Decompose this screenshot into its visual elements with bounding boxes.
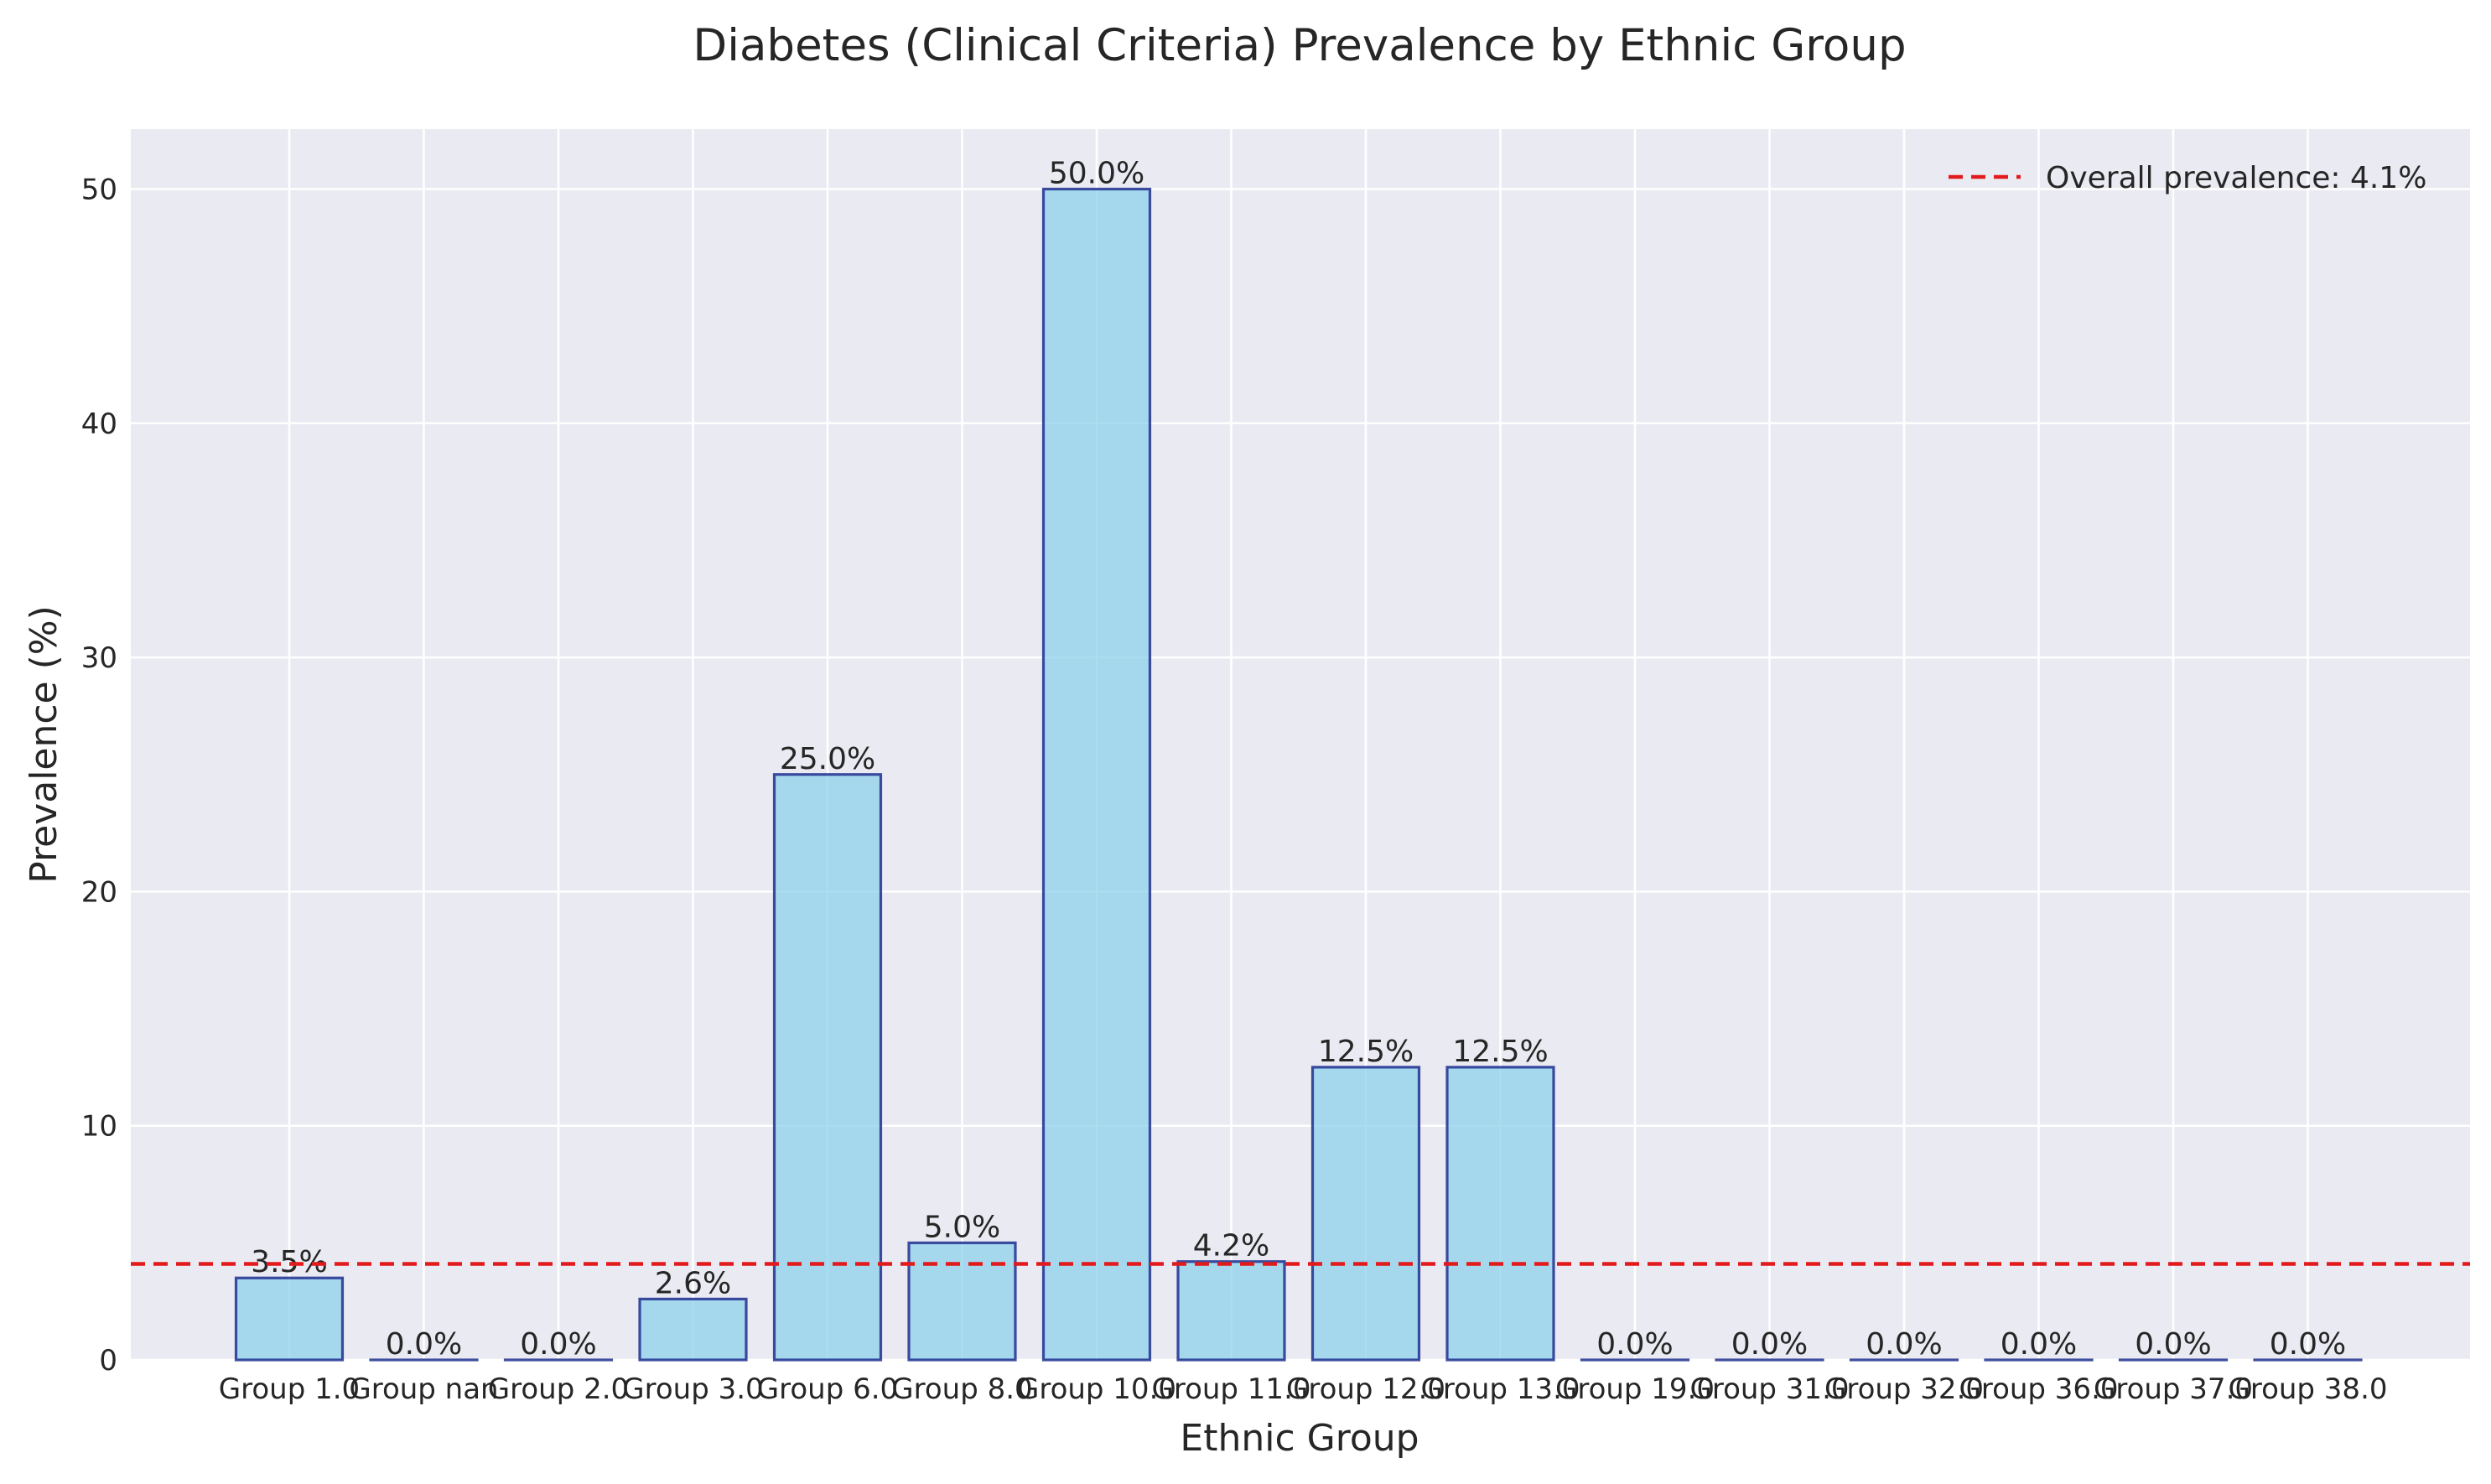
bar bbox=[1176, 1260, 1286, 1362]
bar-value-label: 0.0% bbox=[2135, 1327, 2211, 1362]
y-tick-label: 50 bbox=[81, 174, 117, 207]
bar bbox=[1041, 187, 1152, 1362]
bar-value-label: 5.0% bbox=[924, 1210, 1000, 1244]
bar-value-labels: 3.5%0.0% 0.0%2.6%25.0%5.0%50.0%4.2%12.5% 1… bbox=[251, 157, 2346, 1362]
bar-value-label: 2.6% bbox=[655, 1266, 731, 1300]
y-tick-label: 0 bbox=[99, 1344, 117, 1378]
x-tick-label: Group 37.0 bbox=[2094, 1372, 2253, 1406]
y-tick-label: 20 bbox=[81, 875, 117, 909]
y-tick-label: 40 bbox=[81, 407, 117, 441]
bar-value-label: 12.5% bbox=[1452, 1035, 1548, 1069]
x-tick-label: Group nan bbox=[349, 1372, 498, 1406]
x-tick-label: Group 2.0 bbox=[488, 1372, 629, 1406]
x-tick-label: Group 1.0 bbox=[219, 1372, 360, 1406]
y-tick-labels: 0 10 20 30 40 50 bbox=[81, 174, 117, 1378]
bar-value-label: 0.0% bbox=[2001, 1327, 2077, 1362]
legend: Overall prevalence: 4.1% bbox=[1949, 161, 2426, 195]
bar-value-label: 25.0% bbox=[780, 742, 875, 776]
bar bbox=[1445, 1066, 1555, 1362]
bar bbox=[772, 773, 883, 1362]
y-tick-label: 30 bbox=[81, 641, 117, 675]
x-tick-label: Group 6.0 bbox=[757, 1372, 898, 1406]
y-tick-label: 10 bbox=[81, 1110, 117, 1144]
bar-value-label: 0.0% bbox=[520, 1327, 596, 1362]
x-tick-label: Group 19.0 bbox=[1555, 1372, 1715, 1406]
bar bbox=[234, 1276, 345, 1362]
bar-value-label: 50.0% bbox=[1049, 157, 1144, 191]
legend-label: Overall prevalence: 4.1% bbox=[2046, 161, 2426, 195]
x-tick-label: Group 10.0 bbox=[1017, 1372, 1176, 1406]
y-axis-title: Prevalence (%) bbox=[23, 605, 65, 884]
x-tick-label: Group 12.0 bbox=[1286, 1372, 1445, 1406]
bar-value-label: 12.5% bbox=[1318, 1035, 1414, 1069]
bar bbox=[1310, 1066, 1421, 1362]
bar-value-label: 4.2% bbox=[1193, 1229, 1269, 1263]
x-tick-label: Group 3.0 bbox=[622, 1372, 763, 1406]
bar bbox=[638, 1297, 748, 1362]
bar bbox=[907, 1241, 1017, 1362]
x-tick-label: Group 13.0 bbox=[1420, 1372, 1580, 1406]
x-axis-title: Ethnic Group bbox=[1180, 1417, 1419, 1460]
bar-value-label: 0.0% bbox=[1596, 1327, 1673, 1362]
bars bbox=[234, 187, 2363, 1362]
x-tick-label: Group 31.0 bbox=[1689, 1372, 1849, 1406]
x-tick-label: Group 8.0 bbox=[891, 1372, 1032, 1406]
bar-value-label: 0.0% bbox=[1866, 1327, 1942, 1362]
x-tick-label: Group 36.0 bbox=[1959, 1372, 2118, 1406]
bar-value-label: 0.0% bbox=[386, 1327, 462, 1362]
chart-title: Diabetes (Clinical Criteria) Prevalence … bbox=[693, 20, 1906, 71]
x-tick-label: Group 38.0 bbox=[2228, 1372, 2387, 1406]
bar-value-label: 0.0% bbox=[2270, 1327, 2346, 1362]
bar-value-label: 0.0% bbox=[1731, 1327, 1808, 1362]
x-tick-label: Group 32.0 bbox=[1824, 1372, 1984, 1406]
plot-background bbox=[131, 129, 2470, 1360]
x-tick-label: Group 11.0 bbox=[1151, 1372, 1310, 1406]
